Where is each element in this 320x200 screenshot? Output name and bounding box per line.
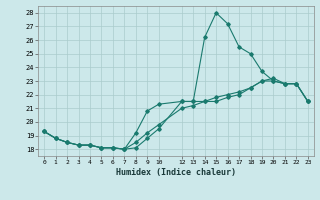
X-axis label: Humidex (Indice chaleur): Humidex (Indice chaleur) <box>116 168 236 177</box>
